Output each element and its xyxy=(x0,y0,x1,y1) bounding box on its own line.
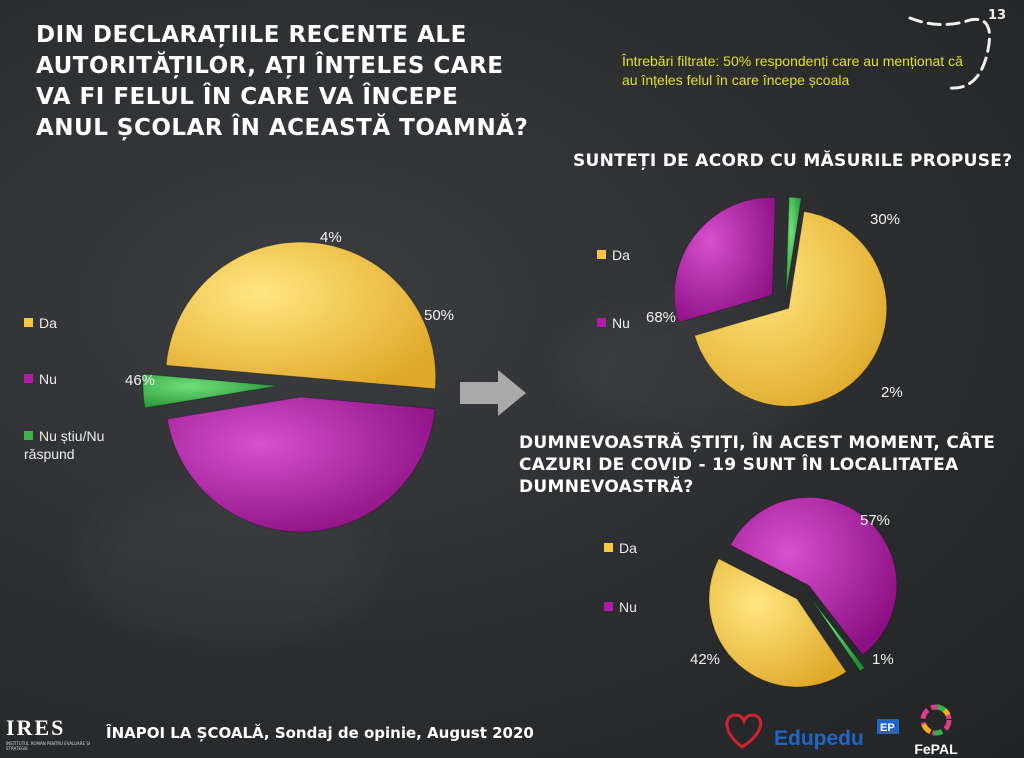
legend-label: Nu xyxy=(39,371,57,387)
pie-slice-da xyxy=(708,558,847,688)
fepal-logo: FePAL xyxy=(914,704,958,757)
legend-label: Nu xyxy=(612,315,630,331)
pie-slice-nu xyxy=(729,496,898,656)
legend-swatch xyxy=(597,318,606,327)
fepal-logo-text: FePAL xyxy=(914,741,958,757)
legend-item-da: Da xyxy=(597,247,630,263)
legend-label: Nu xyxy=(619,599,637,615)
legend-item-nu: Nu xyxy=(604,599,637,615)
arrow-right-icon xyxy=(460,370,526,416)
legend-swatch xyxy=(24,374,33,383)
edupedu-logo: Edupedu EP xyxy=(725,713,899,750)
edupedu-badge: EP xyxy=(880,722,895,734)
main-question-title: Din declarațiile recente ale autoritățil… xyxy=(36,22,529,141)
filter-note: Întrebări filtrate: 50% respondenți care… xyxy=(622,53,963,88)
pie-chart-3 xyxy=(708,496,898,688)
legend-swatch xyxy=(597,250,606,259)
ires-logo-text: IRES xyxy=(6,715,66,740)
legend-swatch xyxy=(604,602,613,611)
pie-chart-1 xyxy=(142,241,437,533)
chalk-dashed-curve xyxy=(908,16,991,90)
legend-label: Da xyxy=(39,315,57,331)
page-number: 13 xyxy=(988,8,1007,23)
pie-slice-nustiu xyxy=(142,373,279,409)
pie2-label-nustiu: 2% xyxy=(881,384,903,401)
legend-swatch xyxy=(604,543,613,552)
question-2-title: Sunteți de acord cu măsurile propuse? xyxy=(573,151,1013,171)
pie2-label-da: 68% xyxy=(646,309,677,326)
legend-item-da: Da xyxy=(24,315,57,331)
pie-slice-da xyxy=(694,210,888,407)
pie3-label-nustiu: 1% xyxy=(872,651,894,668)
question-3-title: Dumnevoastră știți, în acest moment, cât… xyxy=(519,433,996,497)
legend-label: Da xyxy=(612,247,630,263)
legend-swatch xyxy=(24,431,33,440)
footer-text: ÎNAPOI LA ȘCOALĂ, Sondaj de opinie, Augu… xyxy=(106,724,534,742)
pie3-label-da: 42% xyxy=(690,651,721,668)
legend-label: Da xyxy=(619,540,637,556)
pie3-label-nu: 57% xyxy=(860,512,891,529)
pie-slice-nu xyxy=(166,396,436,533)
pie1-label-da: 50% xyxy=(424,307,455,324)
legend-swatch xyxy=(24,318,33,327)
legend-item-da: Da xyxy=(604,540,637,556)
legend-label: Nu știu/Nu răspund xyxy=(24,428,105,462)
pie1-label-nu: 46% xyxy=(125,372,156,389)
pie2-label-nu: 30% xyxy=(870,211,901,228)
pie-slice-nustiu xyxy=(785,196,802,296)
pie-slice-nustiu xyxy=(810,597,866,672)
legend-item-nustiu: Nu știu/Nu răspund xyxy=(24,427,144,463)
legend-item-nu: Nu xyxy=(24,371,57,387)
pie1-label-nustiu: 4% xyxy=(320,229,342,246)
edupedu-logo-text: Edupedu xyxy=(774,727,864,750)
ires-logo: IRES INSTITUTUL ROMÂN PENTRU EVALUARE ȘI… xyxy=(6,715,96,751)
pie-slice-da xyxy=(165,241,437,390)
pie-slice-nu xyxy=(673,196,776,324)
ires-logo-subtitle: INSTITUTUL ROMÂN PENTRU EVALUARE ȘI STRA… xyxy=(6,741,91,751)
legend-item-nu: Nu xyxy=(597,315,630,331)
pie-chart-2 xyxy=(673,196,888,407)
